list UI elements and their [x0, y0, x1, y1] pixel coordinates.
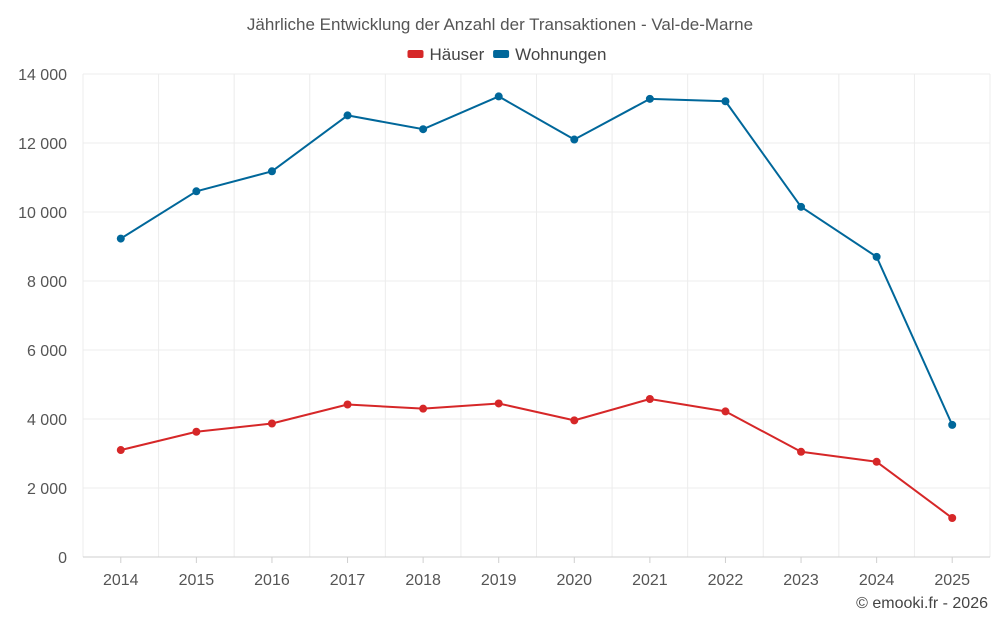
x-axis: 2014 2015 2016 2017 2018 2019 2020 2021 2022 2023… — [83, 556, 990, 589]
y-tick-label: 10 000 — [18, 205, 67, 222]
x-tick-label: 2020 — [556, 572, 592, 589]
data-point — [267, 419, 276, 428]
y-tick-label: 0 — [58, 550, 67, 567]
x-tick-label: 2025 — [934, 572, 970, 589]
y-tick-label: 4 000 — [27, 412, 67, 429]
y-tick-label: 14 000 — [18, 67, 67, 84]
x-tick-label: 2014 — [103, 572, 139, 589]
x-tick-label: 2018 — [405, 572, 441, 589]
data-point — [797, 447, 806, 456]
data-point — [192, 187, 201, 196]
data-point — [343, 111, 352, 120]
series-layer — [116, 92, 957, 523]
series-line — [120, 95, 954, 426]
y-tick-label: 8 000 — [27, 274, 67, 291]
data-point — [192, 427, 201, 436]
y-tick-label: 6 000 — [27, 343, 67, 360]
data-point — [570, 135, 579, 144]
y-tick-label: 12 000 — [18, 136, 67, 153]
data-point — [116, 234, 125, 243]
chart-title: Jährliche Entwicklung der Anzahl der Tra… — [247, 15, 753, 34]
data-point — [494, 399, 503, 408]
x-tick-label: 2021 — [632, 572, 668, 589]
legend-swatch — [407, 50, 424, 58]
data-point — [872, 252, 881, 261]
x-tick-label: 2019 — [481, 572, 517, 589]
data-point — [872, 457, 881, 466]
data-point — [645, 394, 654, 403]
legend: Häuser Wohnungen — [407, 45, 606, 64]
credit-text: © emooki.fr - 2026 — [856, 595, 988, 612]
data-point — [797, 202, 806, 211]
data-point — [419, 404, 428, 413]
series-line — [120, 397, 953, 519]
x-tick-label: 2017 — [330, 572, 366, 589]
data-point — [948, 420, 957, 429]
y-axis: 0 2 000 4 000 6 000 8 000 10 000 12 000 14 000 — [18, 67, 67, 567]
x-tick-label: 2016 — [254, 572, 290, 589]
data-point — [721, 407, 730, 416]
series-1 — [116, 92, 957, 429]
data-point — [267, 167, 276, 176]
data-point — [419, 125, 428, 134]
series-0 — [116, 394, 957, 523]
legend-label: Wohnungen — [515, 45, 606, 64]
data-point — [494, 92, 503, 101]
data-point — [721, 97, 730, 106]
legend-label: Häuser — [430, 45, 485, 64]
data-point — [116, 446, 125, 455]
grid — [82, 73, 991, 557]
data-point — [948, 514, 957, 523]
x-tick-label: 2015 — [179, 572, 215, 589]
legend-swatch — [493, 50, 510, 58]
y-tick-label: 2 000 — [27, 481, 67, 498]
data-point — [645, 94, 654, 103]
x-tick-label: 2022 — [708, 572, 744, 589]
data-point — [343, 400, 352, 409]
data-point — [570, 416, 579, 425]
x-tick-label: 2023 — [783, 572, 819, 589]
x-tick-label: 2024 — [859, 572, 895, 589]
